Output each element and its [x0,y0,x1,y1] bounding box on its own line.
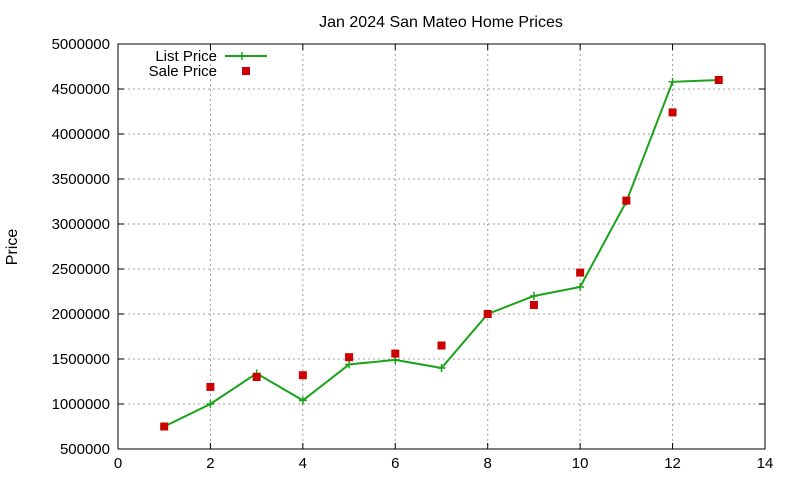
list-price-line [163,79,719,428]
y-tick-label: 4000000 [52,126,110,143]
sale-price-point [437,341,446,350]
sale-price-point [714,76,723,84]
y-axis-label: Price [4,229,21,266]
sale-price-point [252,373,261,381]
x-tick-label: 14 [757,455,774,472]
x-tick-label: 10 [572,455,589,472]
y-tick-label: 2000000 [52,306,110,323]
list-price-marker [298,396,307,405]
sale-price-point [345,353,354,362]
sale-price-point [529,301,538,309]
sale-price-point [160,422,169,431]
x-tick-label: 2 [206,455,214,472]
list-price-marker [576,283,585,291]
chart-title: Jan 2024 San Mateo Home Prices [319,14,563,31]
x-tick-label: 4 [299,455,307,472]
x-tick-label: 0 [114,455,122,472]
x-tick-label: 8 [484,455,492,472]
list-price-marker [437,364,446,372]
legend-label-list-price: List Price [155,48,217,65]
sale-price-point [206,382,215,391]
list-price-marker [529,292,538,300]
sale-price-point [576,268,585,277]
sale-price-point [622,196,631,205]
legend-swatch-sale-price [242,67,250,75]
axis-ticks: 0 2 4 6 8 10 12 14 500000 1000000 1500000 2000000 25… [52,36,774,472]
y-tick-label: 4500000 [52,81,110,98]
sale-price-point [668,108,677,117]
list-price-marker [345,360,354,369]
y-tick-label: 2500000 [52,261,110,278]
list-price-marker [206,400,215,408]
list-price-marker [668,77,677,86]
sale-price-point [483,310,492,318]
y-tick-label: 5000000 [52,36,110,53]
y-tick-label: 1500000 [52,351,110,368]
x-tick-label: 12 [664,455,681,472]
y-tick-label: 3000000 [52,216,110,233]
sale-price-point [298,371,307,380]
series-layer [160,76,723,431]
plot-frame [117,43,766,450]
grid [118,44,765,449]
sale-price-point [391,349,400,358]
legend-label-sale-price: Sale Price [149,63,217,80]
x-tick-label: 6 [391,455,399,472]
y-tick-label: 1000000 [52,396,110,413]
y-tick-label: 500000 [60,441,110,458]
y-tick-label: 3500000 [52,171,110,188]
